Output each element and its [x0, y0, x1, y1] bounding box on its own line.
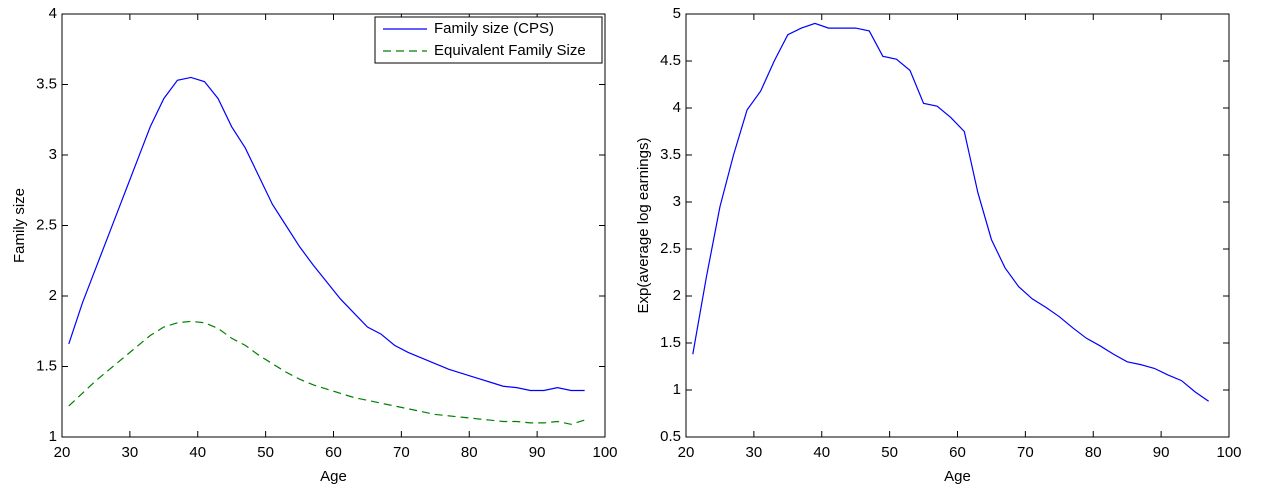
x-tick-label: 20 [54, 444, 71, 461]
y-tick-label: 3 [673, 193, 681, 210]
y-tick-label: 1 [673, 381, 681, 398]
y-tick-label: 3.5 [36, 75, 57, 92]
y-tick-label: 0.5 [660, 428, 681, 445]
x-tick-label: 70 [393, 444, 410, 461]
y-tick-label: 1.5 [660, 334, 681, 351]
x-tick-label: 50 [257, 444, 274, 461]
data-line [692, 22, 1209, 402]
y-tick-label: 1.5 [36, 357, 57, 374]
x-tick-label: 70 [1017, 444, 1034, 461]
x-tick-label: 30 [122, 444, 139, 461]
plot-area [685, 13, 1230, 438]
y-tick-label: 3 [49, 146, 57, 163]
y-axis-label: Family size [11, 188, 28, 263]
x-tick-label: 50 [881, 444, 898, 461]
x-tick-label: 60 [949, 444, 966, 461]
x-tick-label: 90 [1153, 444, 1170, 461]
legend-box [374, 16, 603, 64]
plot-area [61, 13, 606, 438]
x-tick-label: 100 [592, 444, 617, 461]
y-tick-label: 3.5 [660, 146, 681, 163]
legend-label: Equivalent Family Size [434, 42, 586, 59]
y-axis-label: Exp(average log earnings) [635, 138, 652, 314]
x-tick-label: 60 [325, 444, 342, 461]
x-axis-label: Age [944, 468, 971, 485]
x-tick-label: 40 [189, 444, 206, 461]
y-tick-label: 5 [673, 5, 681, 22]
data-line [68, 76, 585, 392]
legend-label: Family size (CPS) [434, 20, 554, 37]
x-tick-label: 30 [746, 444, 763, 461]
x-tick-label: 80 [1085, 444, 1102, 461]
y-tick-label: 2.5 [660, 240, 681, 257]
x-tick-label: 90 [529, 444, 546, 461]
y-tick-label: 2 [673, 287, 681, 304]
x-tick-label: 80 [461, 444, 478, 461]
data-line [68, 320, 585, 425]
y-tick-label: 1 [49, 428, 57, 445]
x-tick-label: 20 [678, 444, 695, 461]
y-tick-label: 4 [49, 5, 57, 22]
y-tick-label: 2 [49, 287, 57, 304]
x-tick-label: 40 [813, 444, 830, 461]
x-axis-label: Age [320, 468, 347, 485]
y-tick-label: 4 [673, 99, 681, 116]
y-tick-label: 2.5 [36, 216, 57, 233]
x-tick-label: 100 [1216, 444, 1241, 461]
y-tick-label: 4.5 [660, 52, 681, 69]
